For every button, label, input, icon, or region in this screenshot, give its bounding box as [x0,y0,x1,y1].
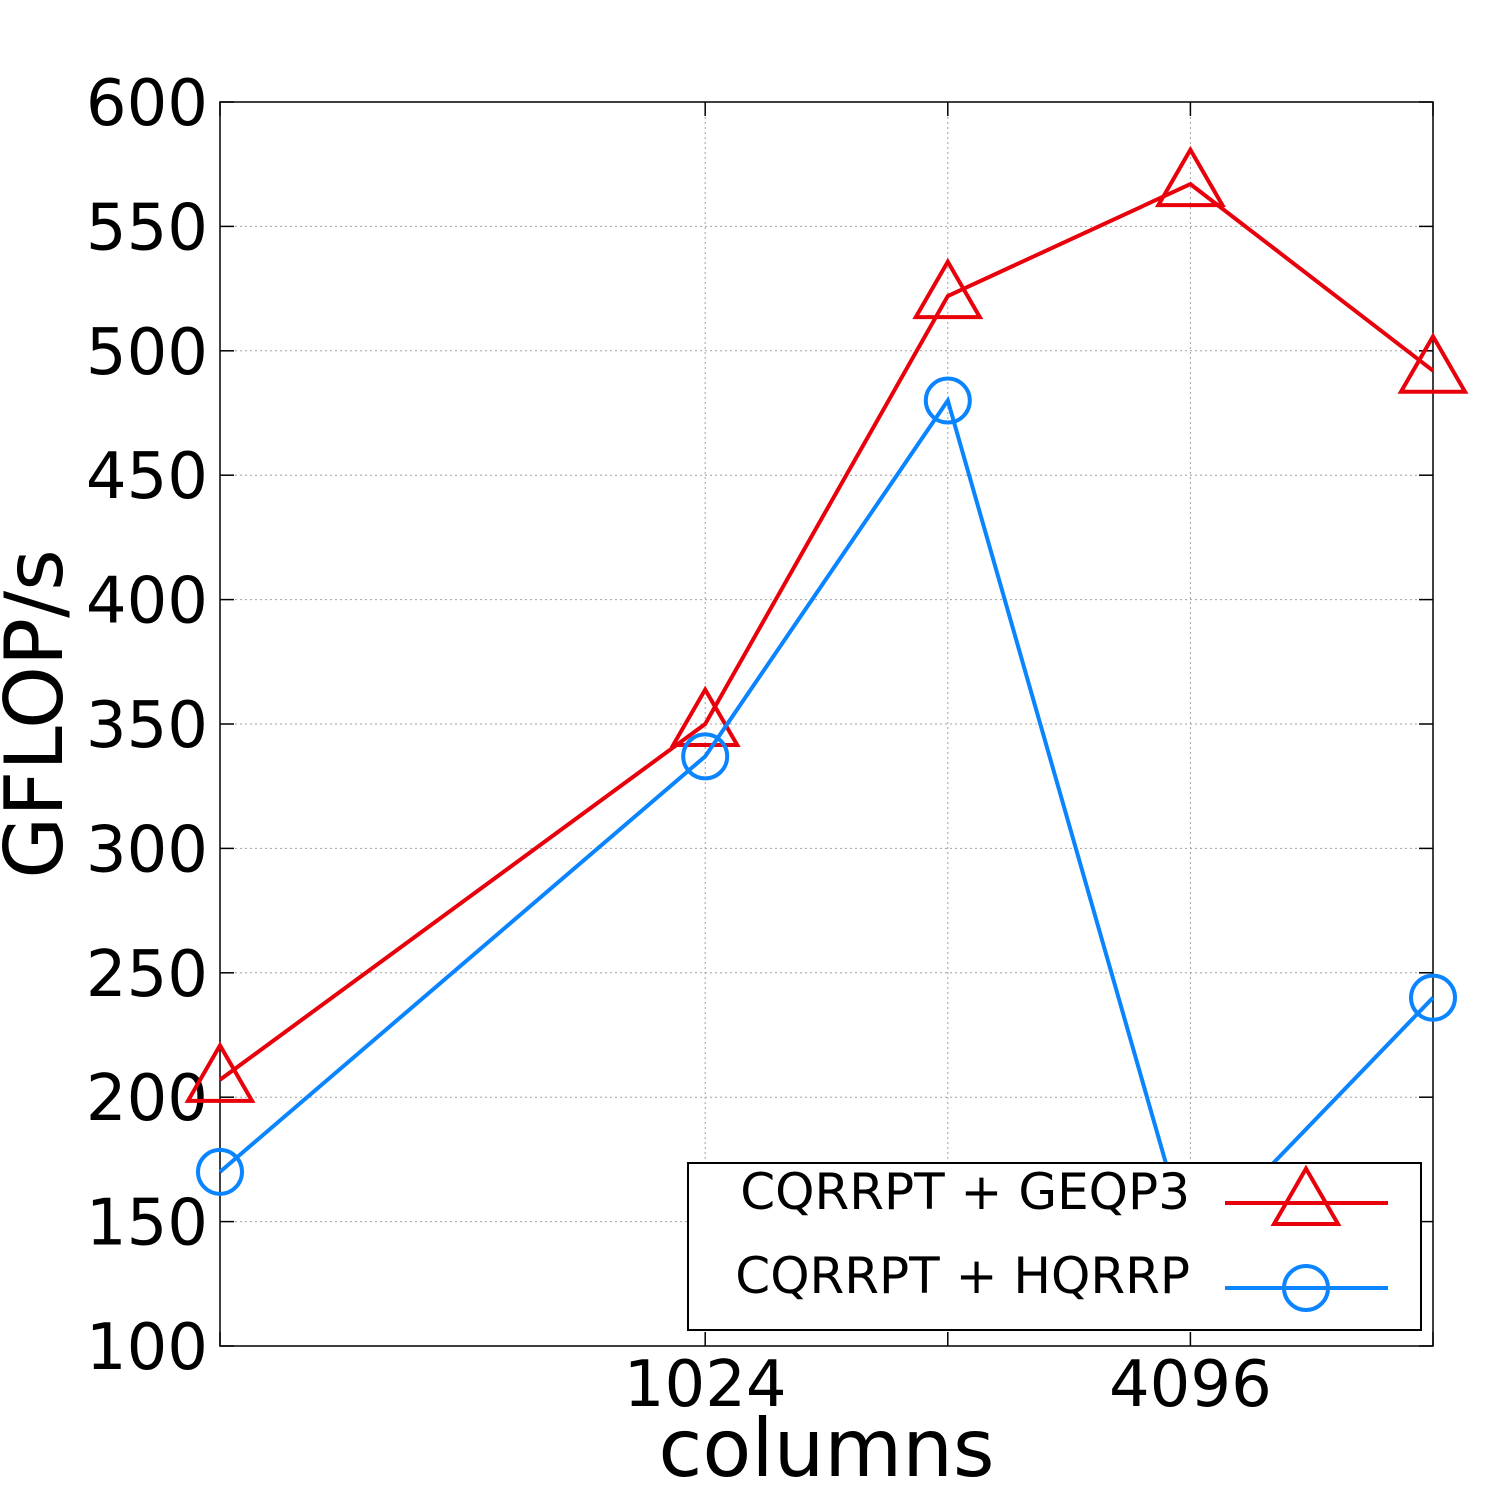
triangle-marker [1270,1164,1342,1227]
y-tick-label: 550 [86,191,208,265]
y-tick-label: 600 [86,67,208,141]
y-tick-label: 150 [86,1187,208,1261]
triangle-marker [912,257,984,320]
y-tick-label: 250 [86,938,208,1012]
circle-marker [1282,1264,1330,1312]
legend-label-geqp3: CQRRPT + GEQP3 [740,1163,1190,1221]
legend: CQRRPT + GEQP3 CQRRPT + HQRRP [687,1162,1422,1331]
y-tick-label: 300 [86,813,208,887]
x-tick-labels: 1024 4096 [624,1348,1272,1422]
y-tick-label: 350 [86,689,208,763]
circle-marker [681,732,730,781]
triangle-marker [669,685,741,748]
series-line [218,181,1435,1082]
plot-area-frame [219,101,1434,1347]
legend-swatches [1225,1164,1388,1312]
grid-lines [220,102,1433,1346]
y-tick-label: 400 [86,565,208,639]
y-tick-label: 450 [86,440,208,514]
triangle-marker [1154,145,1226,208]
x-tick-label: 4096 [1109,1348,1272,1422]
circle-marker [1409,973,1457,1022]
legend-box [687,1162,1422,1331]
triangle-marker [184,1041,256,1103]
triangle-marker [1397,332,1469,394]
x-tick-label: 1024 [624,1348,787,1422]
y-tick-label: 100 [86,1311,208,1385]
legend-label-hqrrp: CQRRPT + HQRRP [735,1247,1190,1305]
series-geqp3 [184,145,1469,1103]
y-tick-label: 500 [86,316,208,390]
circle-marker [196,1147,244,1196]
series-layer [184,145,1469,1273]
x-axis-title: columns [658,1402,994,1495]
circle-marker [923,376,972,425]
series-line [218,395,1435,1253]
y-axis-title: GFLOP/s [0,549,81,879]
